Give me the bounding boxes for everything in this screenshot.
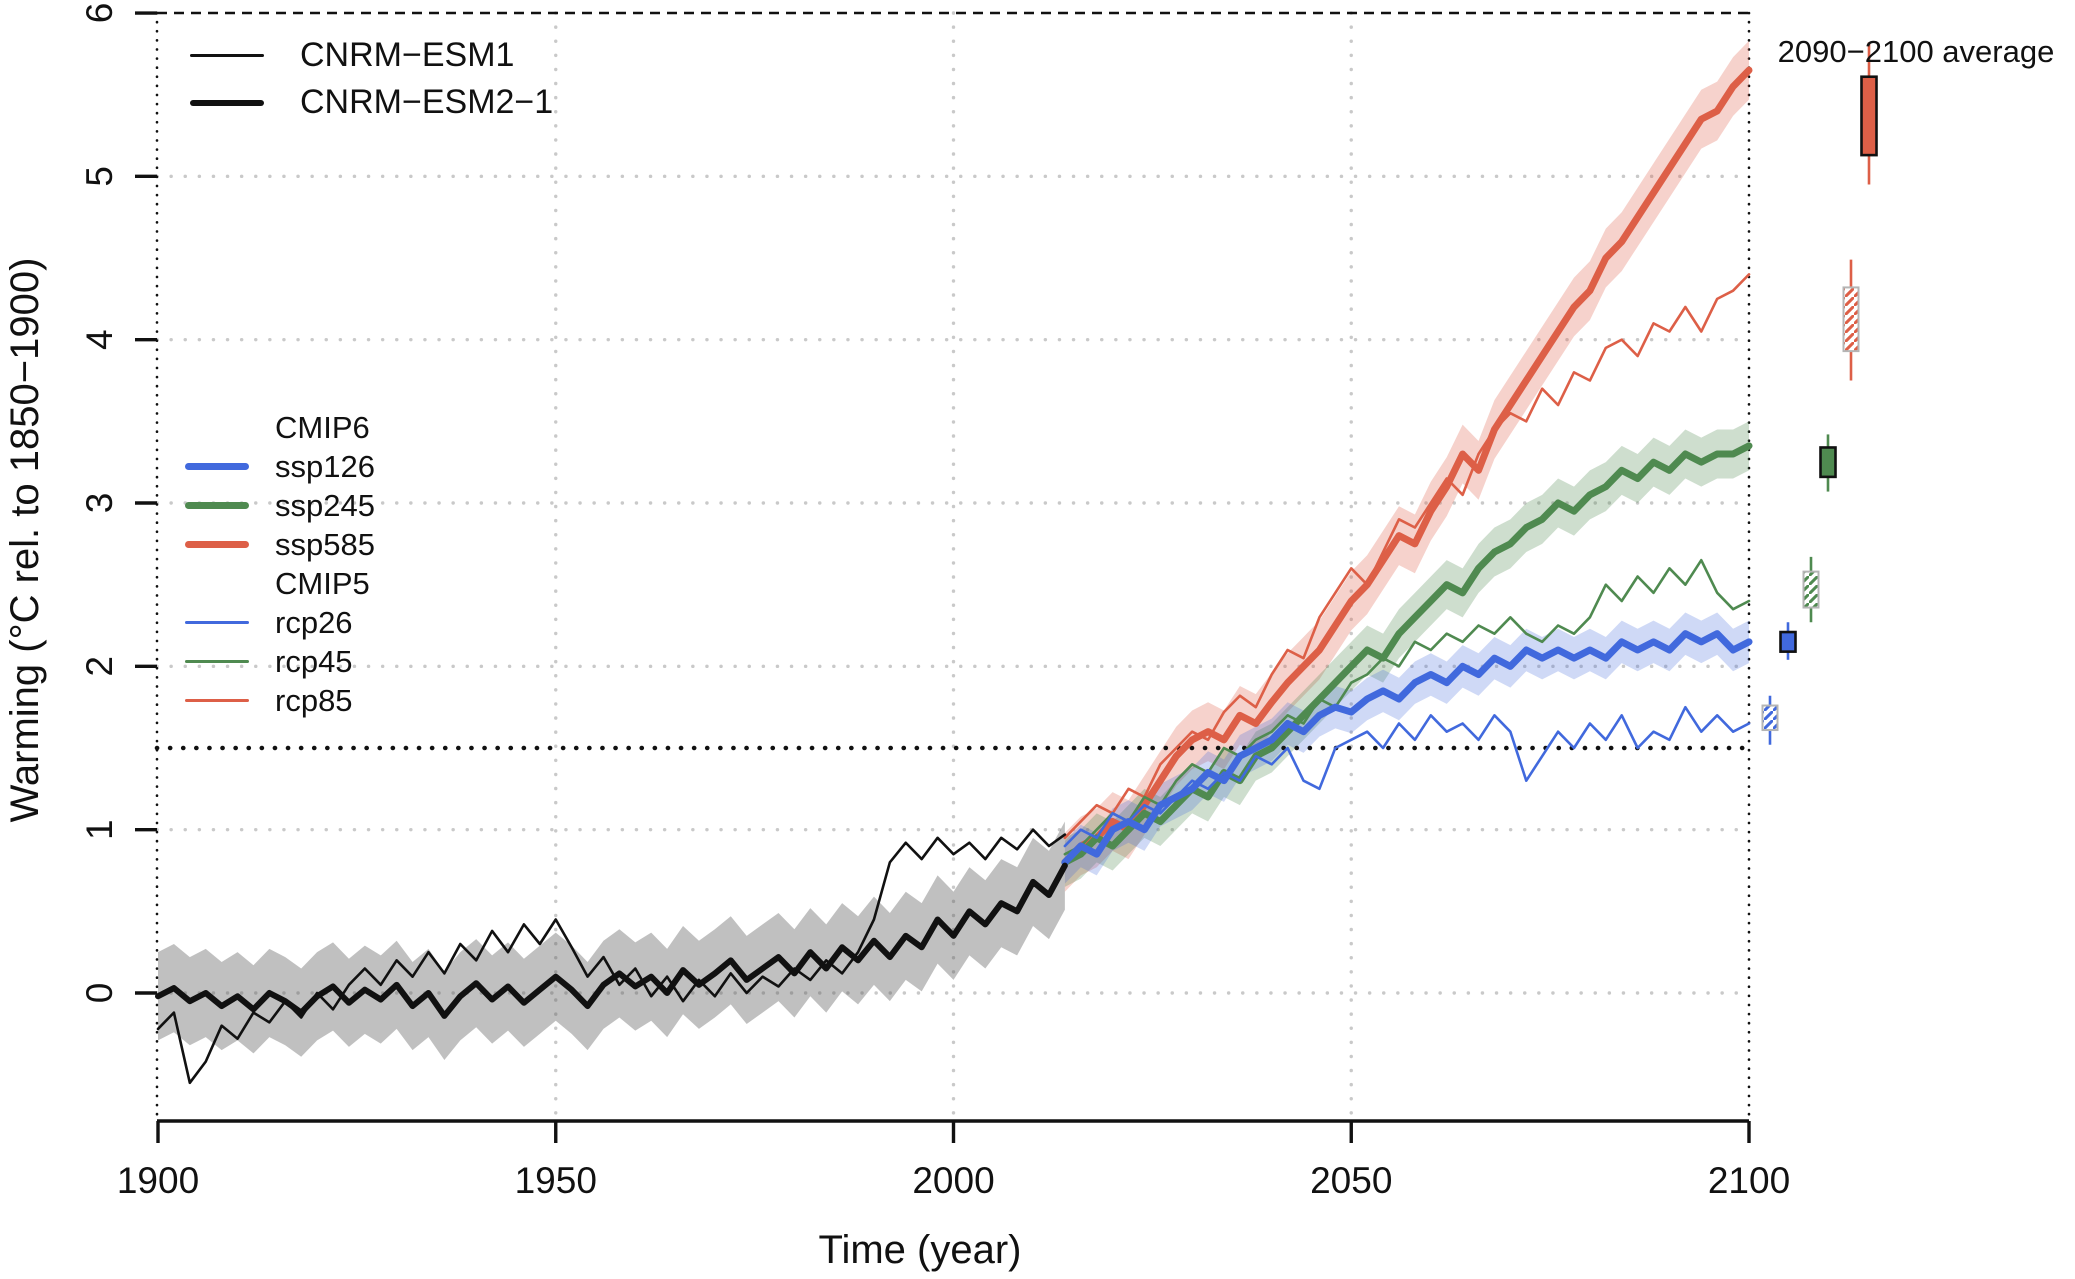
legend-label-ssp126: ssp126 — [275, 448, 375, 484]
x-axis-title: Time (year) — [819, 1228, 1022, 1272]
legend-row-cnrm-esm1: CNRM−ESM1 — [190, 32, 553, 79]
x-tick-label: 1900 — [117, 1160, 199, 1201]
x-tick-label: 2000 — [912, 1160, 994, 1201]
legend-label-ssp585: ssp585 — [275, 526, 375, 562]
rcp85-boxplot-box — [1842, 286, 1860, 353]
ssp245-boxplot-box — [1819, 446, 1837, 479]
ssp585-line-sample — [185, 541, 249, 548]
legend-row-rcp26: rcp26 — [185, 603, 375, 642]
legend-label-cmip5: CMIP5 — [275, 565, 370, 601]
cnrm-esm1-line-sample — [190, 54, 264, 57]
rcp85-line — [1063, 273, 1751, 840]
y-tick-label: 6 — [79, 3, 120, 24]
legend-row-rcp85: rcp85 — [185, 681, 375, 720]
legend-models: CNRM−ESM1 CNRM−ESM2−1 — [190, 32, 553, 126]
legend-row-ssp126: ssp126 — [185, 447, 375, 486]
legend-label-rcp26: rcp26 — [275, 604, 353, 640]
legend-scenarios: CMIP6 ssp126 ssp245 ssp585 CMIP5 rcp26 r… — [185, 408, 375, 720]
ssp245-line — [1061, 442, 1753, 866]
rcp45-line-sample — [185, 660, 249, 663]
y-tick-label: 2 — [79, 656, 120, 677]
rcp26-boxplot-box — [1761, 704, 1779, 732]
CNRM-ESM2-1-band — [158, 821, 1065, 1060]
CNRM-ESM2-1-line — [155, 862, 1068, 1019]
legend-label-cnrm-esm1: CNRM−ESM1 — [300, 36, 515, 74]
legend-row-cnrm-esm2-1: CNRM−ESM2−1 — [190, 79, 553, 126]
y-axis-title: Warming (°C rel. to 1850−1900) — [3, 258, 47, 823]
plot-area: 1900 1950 2000 2050 2100 0 1 2 3 4 5 6 — [79, 3, 1878, 1201]
y-tick-label: 4 — [79, 329, 120, 350]
legend-header-cmip6: CMIP6 — [185, 408, 375, 447]
x-tick-label: 1950 — [515, 1160, 597, 1201]
x-tick-label: 2100 — [1708, 1160, 1790, 1201]
ssp585-boxplot-box — [1860, 75, 1878, 157]
legend-label-ssp245: ssp245 — [275, 487, 375, 523]
legend-label-cmip6: CMIP6 — [275, 409, 370, 445]
ssp126-boxplot-box — [1779, 630, 1797, 653]
legend-label-cnrm-esm2-1: CNRM−ESM2−1 — [300, 83, 554, 121]
legend-row-ssp245: ssp245 — [185, 486, 375, 525]
y-tick-label: 0 — [79, 983, 120, 1004]
y-tick-label: 5 — [79, 166, 120, 187]
rcp85-line-sample — [185, 699, 249, 702]
legend-label-rcp85: rcp85 — [275, 682, 353, 718]
ssp585-line — [1061, 66, 1753, 866]
rcp26-line-sample — [185, 621, 249, 624]
legend-row-ssp585: ssp585 — [185, 525, 375, 564]
rcp26-line — [1063, 705, 1751, 848]
ssp245-band — [1064, 421, 1749, 887]
y-tick-label: 1 — [79, 819, 120, 840]
boxplot-column-title: 2090−2100 average — [1778, 34, 2055, 69]
cnrm-esm2-1-line-sample — [190, 99, 264, 106]
ssp126-line-sample — [185, 463, 249, 470]
rcp45-line — [1063, 558, 1751, 856]
legend-header-cmip5: CMIP5 — [185, 564, 375, 603]
y-tick-label: 3 — [79, 493, 120, 514]
legend-label-rcp45: rcp45 — [275, 643, 353, 679]
ssp585-band — [1064, 40, 1749, 892]
rcp45-boxplot-box — [1802, 570, 1820, 609]
legend-row-rcp45: rcp45 — [185, 642, 375, 681]
x-tick-label: 2050 — [1310, 1160, 1392, 1201]
ssp245-line-sample — [185, 502, 249, 509]
